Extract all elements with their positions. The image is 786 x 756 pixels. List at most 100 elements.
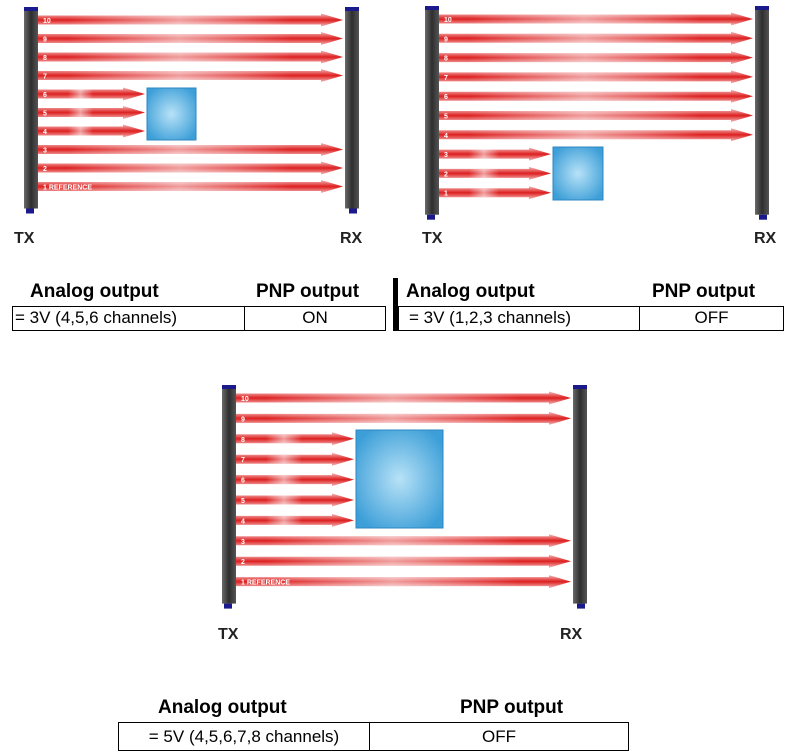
- beam-highlight: [266, 515, 302, 525]
- beam-highlight: [68, 15, 291, 25]
- table-header-pnp: PNP output: [256, 281, 360, 302]
- table-header-pnp: PNP output: [460, 697, 564, 718]
- rx-receiver-bar: [755, 9, 769, 215]
- rx-label: RX: [560, 626, 583, 643]
- analog-output-value: = 3V (1,2,3 channels): [398, 306, 640, 331]
- rx-top-cap: [573, 385, 587, 389]
- table-header-analog: Analog output: [158, 697, 287, 718]
- beam-label: 2: [444, 171, 448, 178]
- beam-highlight: [266, 393, 519, 403]
- tx-emitter-bar: [24, 10, 38, 209]
- beam-highlight: [68, 71, 291, 80]
- analog-output-value: = 5V (4,5,6,7,8 channels): [118, 722, 370, 751]
- rx-label: RX: [340, 230, 363, 247]
- beam-label: 1: [444, 191, 448, 198]
- beam-highlight: [266, 454, 302, 464]
- beam-label: 5: [241, 498, 245, 505]
- beam-label: 8: [43, 55, 47, 62]
- tx-bottom-cap: [224, 603, 232, 609]
- beam-highlight: [68, 52, 291, 62]
- beam-label: 10: [444, 17, 452, 24]
- rx-top-cap: [345, 7, 359, 11]
- table-header-analog: Analog output: [406, 281, 535, 302]
- beam-highlight: [68, 145, 291, 154]
- beam-highlight: [469, 14, 701, 24]
- tx-emitter-bar: [425, 9, 439, 215]
- pnp-output-value: ON: [244, 306, 386, 331]
- beam-highlight: [469, 111, 701, 120]
- tx-bottom-cap: [427, 214, 435, 220]
- beam-label: 1 REFERENCE: [241, 580, 290, 587]
- light-curtain-diagram: 10 9 8 7 6 5 4 3 2 1 REFERENCE: [24, 7, 359, 214]
- beam-highlight: [68, 89, 93, 99]
- beam-label: 2: [43, 166, 47, 173]
- beam-highlight: [266, 434, 302, 444]
- beam-label: 4: [444, 133, 448, 140]
- table-header-pnp: PNP output: [652, 281, 756, 302]
- rx-bottom-cap: [349, 208, 357, 214]
- tx-label: TX: [218, 626, 239, 643]
- beam-highlight: [266, 536, 519, 546]
- beam-highlight: [68, 108, 93, 117]
- beam-label: 8: [444, 56, 448, 63]
- analog-output-value: = 3V (4,5,6 channels): [12, 306, 245, 331]
- rx-receiver-bar: [345, 10, 359, 209]
- tx-bottom-cap: [26, 208, 34, 214]
- beam-label: 3: [241, 539, 245, 546]
- beam-label: 4: [241, 518, 245, 525]
- beam-label: 8: [241, 437, 245, 444]
- beam-highlight: [469, 130, 701, 140]
- beam-label: 2: [241, 559, 245, 566]
- beam-label: 9: [241, 416, 245, 423]
- beam-label: 9: [444, 36, 448, 43]
- rx-label: RX: [754, 230, 777, 247]
- beam-label: 4: [43, 129, 47, 136]
- blocking-object: [552, 146, 604, 201]
- beam-highlight: [469, 188, 499, 198]
- beam-highlight: [68, 126, 93, 136]
- beam-highlight: [469, 53, 701, 63]
- beam-highlight: [266, 577, 519, 587]
- beam-highlight: [469, 91, 701, 101]
- rx-bottom-cap: [577, 603, 585, 609]
- beam-label: 3: [444, 152, 448, 159]
- beam-label: 6: [444, 94, 448, 101]
- beam-highlight: [266, 556, 519, 566]
- pnp-output-value: OFF: [639, 306, 784, 331]
- beam-label: 6: [43, 92, 47, 99]
- beam-highlight: [68, 163, 291, 173]
- blocking-object: [355, 429, 444, 529]
- pnp-output-value: OFF: [369, 722, 629, 751]
- light-curtain-diagram: 10 9 8 7 6 5 4 3 2 1 REFERENCE: [222, 385, 587, 609]
- beam-highlight: [469, 149, 499, 159]
- beam-label: 7: [241, 457, 245, 464]
- rx-receiver-bar: [573, 388, 587, 604]
- beam-label: 3: [43, 148, 47, 155]
- rx-bottom-cap: [759, 214, 767, 220]
- beam-label: 5: [43, 111, 47, 118]
- tx-top-cap: [425, 6, 439, 10]
- beam-highlight: [469, 168, 499, 178]
- beam-label: 6: [241, 478, 245, 485]
- beam-label: 7: [43, 74, 47, 81]
- rx-top-cap: [755, 6, 769, 10]
- beam-label: 10: [43, 18, 51, 25]
- beam-label: 7: [444, 75, 448, 82]
- table-header-analog: Analog output: [30, 281, 159, 302]
- beam-highlight: [266, 413, 519, 423]
- beam-highlight: [266, 475, 302, 485]
- tx-emitter-bar: [222, 388, 236, 604]
- beam-highlight: [68, 182, 291, 191]
- beam-highlight: [68, 34, 291, 43]
- tx-label: TX: [14, 230, 35, 247]
- beam-label: 10: [241, 396, 249, 403]
- table-divider: [393, 278, 398, 331]
- beam-label: 1 REFERENCE: [43, 185, 92, 192]
- light-curtain-diagram: 10 9 8 7 6 5 4 3 2 1: [425, 6, 769, 220]
- tx-top-cap: [222, 385, 236, 389]
- beam-highlight: [266, 495, 302, 505]
- tx-top-cap: [24, 7, 38, 11]
- beam-label: 5: [444, 114, 448, 121]
- beam-highlight: [469, 33, 701, 43]
